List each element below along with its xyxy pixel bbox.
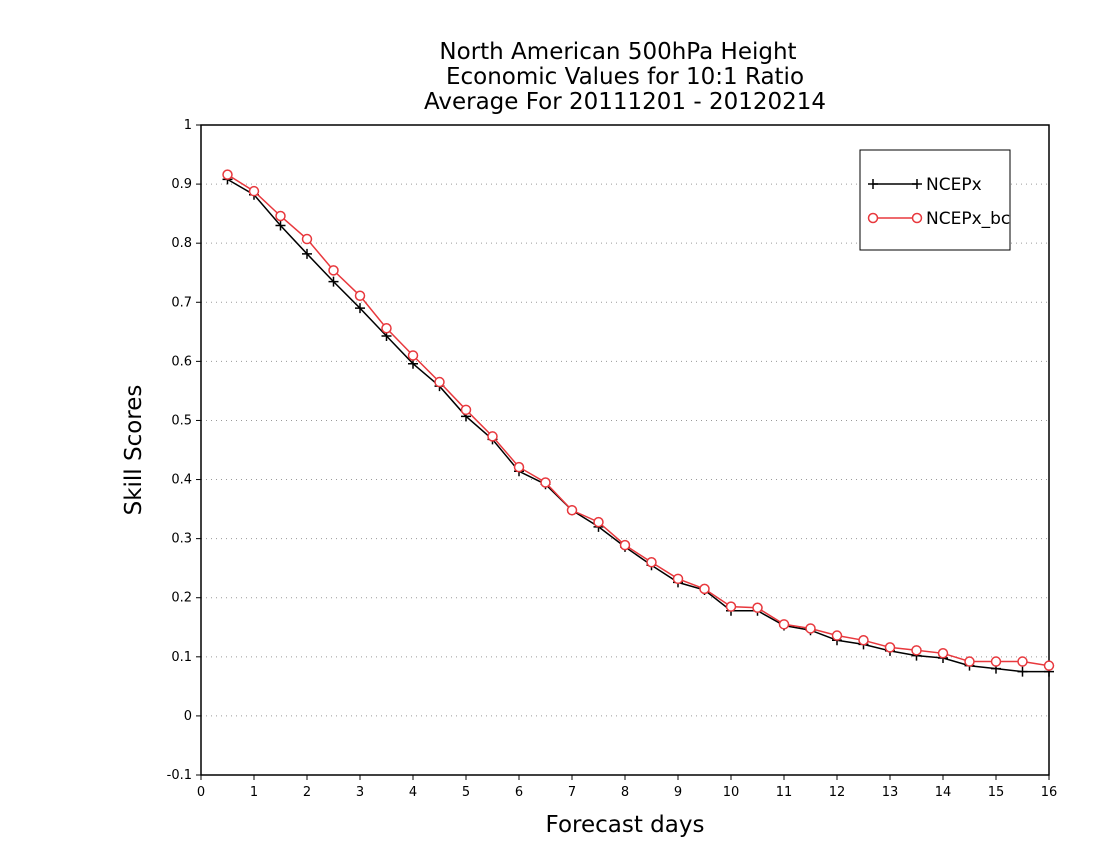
x-tick-label: 12 bbox=[829, 785, 846, 800]
data-point bbox=[1017, 666, 1028, 677]
data-point bbox=[805, 623, 816, 634]
data-point bbox=[831, 630, 843, 641]
data-point bbox=[884, 642, 896, 653]
data-point bbox=[778, 619, 790, 630]
x-tick-label: 0 bbox=[197, 785, 205, 800]
data-point bbox=[302, 248, 312, 259]
legend-box bbox=[859, 149, 1011, 251]
x-axis-label: Forecast days bbox=[546, 812, 705, 838]
data-point bbox=[593, 516, 604, 528]
x-tick-label: 11 bbox=[776, 785, 793, 800]
y-tick-label: 0 bbox=[184, 709, 192, 724]
data-point bbox=[275, 210, 286, 222]
chart-title: North American 500hPa Height Economic Va… bbox=[424, 39, 826, 115]
y-tick-label: 0.4 bbox=[171, 473, 192, 488]
x-tick-label: 4 bbox=[409, 785, 417, 800]
data-series bbox=[222, 169, 1055, 677]
legend-marker bbox=[868, 179, 878, 189]
data-point bbox=[328, 276, 339, 287]
data-point bbox=[540, 477, 551, 488]
data-point bbox=[699, 583, 710, 595]
legend-marker bbox=[911, 212, 923, 224]
x-tick-label: 9 bbox=[674, 785, 682, 800]
data-point bbox=[619, 539, 631, 551]
x-tick-label: 14 bbox=[935, 785, 952, 800]
legend-item: NCEPx_bc bbox=[867, 209, 1010, 229]
data-point bbox=[513, 461, 525, 473]
data-point bbox=[725, 601, 737, 612]
data-point bbox=[355, 303, 365, 314]
data-point bbox=[460, 404, 472, 416]
y-tick-label: 0.2 bbox=[171, 591, 192, 606]
data-point bbox=[964, 656, 975, 667]
legend: NCEPx NCEPx_bc bbox=[859, 149, 1011, 251]
data-point bbox=[646, 557, 657, 568]
chart-title-line-2: Economic Values for 10:1 Ratio bbox=[446, 64, 804, 90]
x-tick-label: 13 bbox=[882, 785, 899, 800]
data-point bbox=[911, 645, 922, 656]
legend-marker bbox=[912, 179, 922, 189]
x-tick-label: 16 bbox=[1041, 785, 1058, 800]
data-point bbox=[301, 233, 313, 245]
series-2 bbox=[222, 169, 1055, 671]
x-tick-label: 8 bbox=[621, 785, 629, 800]
x-tick-label: 15 bbox=[988, 785, 1005, 800]
x-tick-label: 6 bbox=[515, 785, 523, 800]
y-tick-label: 0.9 bbox=[171, 177, 192, 192]
data-point bbox=[275, 220, 286, 231]
legend-label: NCEPx_bc bbox=[926, 209, 1010, 229]
data-point bbox=[937, 648, 949, 659]
y-tick-label: 0.5 bbox=[171, 413, 192, 428]
x-axis-ticks: 0 1 2 3 4 5 6 7 8 9 10 11 12 13 14 15 16 bbox=[197, 775, 1057, 800]
data-point bbox=[407, 350, 419, 361]
data-point bbox=[222, 169, 233, 180]
x-tick-label: 7 bbox=[568, 785, 576, 800]
legend-marker bbox=[867, 212, 879, 224]
data-point bbox=[752, 602, 763, 614]
x-tick-label: 3 bbox=[356, 785, 364, 800]
data-point bbox=[328, 265, 339, 276]
x-tick-label: 10 bbox=[723, 785, 740, 800]
data-point bbox=[566, 505, 578, 516]
x-tick-label: 2 bbox=[303, 785, 311, 800]
y-axis-ticks: -0.1 0 0.1 0.2 0.3 0.4 0.5 0.6 0.7 0.8 0.9 1 bbox=[167, 118, 201, 783]
y-tick-label: 0.7 bbox=[171, 295, 192, 310]
data-point bbox=[858, 635, 869, 646]
y-axis-label: Skill Scores bbox=[121, 385, 147, 516]
data-point bbox=[487, 431, 498, 442]
data-point bbox=[990, 656, 1002, 667]
data-point bbox=[1043, 660, 1055, 671]
y-tick-label: 0.1 bbox=[171, 650, 192, 665]
series-line bbox=[227, 178, 1049, 673]
x-tick-label: 5 bbox=[462, 785, 470, 800]
data-point bbox=[354, 290, 366, 302]
data-point bbox=[381, 323, 392, 334]
y-tick-label: 0.3 bbox=[171, 532, 192, 547]
chart-title-line-1: North American 500hPa Height bbox=[439, 39, 796, 65]
y-tick-label: 0.6 bbox=[171, 354, 192, 369]
legend-label: NCEPx bbox=[926, 175, 982, 195]
y-tick-label: 1 bbox=[184, 118, 192, 133]
legend-items: NCEPx NCEPx_bc bbox=[867, 175, 1010, 229]
y-tick-label: -0.1 bbox=[167, 768, 192, 783]
y-tick-label: 0.8 bbox=[171, 236, 192, 251]
chart-title-line-3: Average For 20111201 - 20120214 bbox=[424, 89, 826, 115]
data-point bbox=[1017, 656, 1028, 667]
data-point bbox=[248, 185, 260, 197]
data-point bbox=[434, 376, 445, 388]
data-point bbox=[672, 573, 684, 585]
legend-item: NCEPx bbox=[868, 175, 982, 195]
x-tick-label: 1 bbox=[250, 785, 258, 800]
